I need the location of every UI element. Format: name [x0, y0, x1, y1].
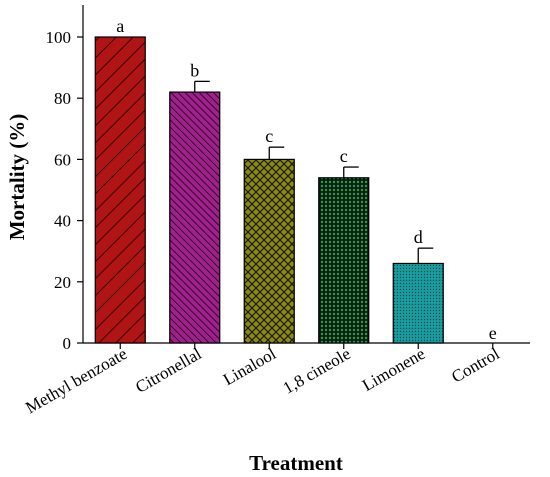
x-category-label: Linalool [220, 344, 280, 389]
x-category-label: Methyl benzoate [22, 344, 130, 417]
y-tick-label: 80 [54, 89, 71, 108]
y-tick-label: 40 [54, 212, 71, 231]
bar [318, 177, 370, 344]
y-ticks: 0 20 40 60 80 100 [46, 28, 83, 353]
x-category-label: 1,8 cineole [280, 344, 354, 398]
y-tick-label: 0 [63, 334, 72, 353]
bar [94, 36, 146, 344]
significance-letter: c [340, 146, 348, 166]
y-tick-label: 100 [46, 28, 72, 47]
x-category-labels: Methyl benzoate Citronellal Linalool 1,8 ci… [22, 344, 503, 417]
bar [243, 158, 295, 344]
bar [392, 262, 444, 344]
x-category-label: Control [448, 344, 503, 387]
y-tick-label: 60 [54, 150, 71, 169]
significance-letter: e [489, 323, 497, 343]
y-axis-title: Mortality (%) [5, 114, 29, 241]
significance-letter: b [190, 60, 199, 80]
axes [82, 5, 530, 349]
significance-letter: c [265, 126, 273, 146]
significance-letter: d [414, 227, 423, 247]
bar [169, 91, 221, 344]
x-axis-title: Treatment [249, 451, 343, 475]
bars: a b c c d e [94, 16, 497, 344]
x-category-label: Citronellal [132, 344, 205, 397]
x-category-label: Limonene [359, 344, 428, 395]
y-tick-label: 20 [54, 273, 71, 292]
significance-letter: a [116, 16, 124, 36]
